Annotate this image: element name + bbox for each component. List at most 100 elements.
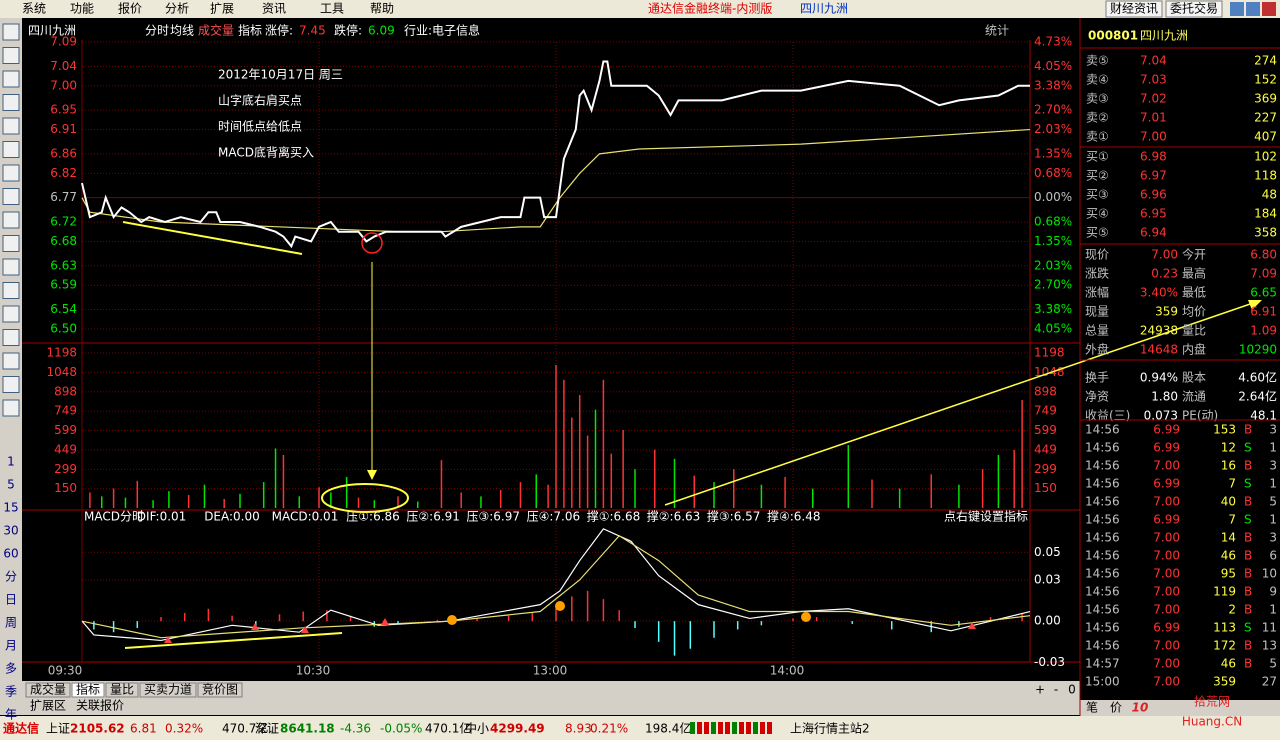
book-label: 买④ xyxy=(1086,207,1109,221)
tick-count: 1 xyxy=(1269,603,1277,617)
tool-icon[interactable] xyxy=(2,376,20,393)
stat-label: 均价 xyxy=(1182,305,1206,319)
index-value: 8641.18 xyxy=(280,722,335,736)
x-tick-label: 14:00 xyxy=(770,664,805,678)
tab[interactable] xyxy=(71,682,105,698)
button-label[interactable]: 委托交易 xyxy=(1170,1,1218,16)
tick-side: B xyxy=(1244,495,1252,509)
button-label[interactable]: 财经资讯 xyxy=(1110,2,1158,16)
tool-icon[interactable] xyxy=(2,23,20,41)
annotation: 山字底右肩买点 xyxy=(218,93,302,108)
tool-icon[interactable] xyxy=(2,47,20,64)
menu-item[interactable]: 资讯 xyxy=(262,2,286,16)
period-button[interactable]: 周 xyxy=(5,616,17,630)
y-tick-label: 1198 xyxy=(1034,346,1065,360)
period-button[interactable]: 分 xyxy=(5,570,17,584)
period-button[interactable]: 15 xyxy=(3,501,18,515)
header-item[interactable]: 均线 xyxy=(170,24,194,38)
period-button[interactable]: 月 xyxy=(5,639,17,653)
window-button[interactable] xyxy=(1230,2,1244,16)
tool-icon[interactable] xyxy=(2,141,20,158)
zoom-button[interactable]: 0 xyxy=(1068,683,1076,697)
right-tab[interactable]: 价 xyxy=(1110,701,1122,715)
period-button[interactable]: 日 xyxy=(5,593,17,607)
x-tick-label: 10:30 xyxy=(296,664,331,678)
period-button[interactable]: 30 xyxy=(3,524,18,538)
tab[interactable] xyxy=(139,682,197,698)
period-button[interactable]: 年 xyxy=(5,708,17,722)
tick-side: B xyxy=(1244,549,1252,563)
tick-count: 13 xyxy=(1262,639,1277,653)
tick-side: S xyxy=(1244,621,1252,635)
header-item[interactable]: 分时 xyxy=(145,24,169,38)
period-button[interactable]: 60 xyxy=(3,547,18,561)
tab[interactable] xyxy=(105,682,139,698)
tool-icon[interactable] xyxy=(2,164,20,182)
tool-icon[interactable] xyxy=(2,211,20,229)
book-price: 6.95 xyxy=(1140,207,1167,221)
tool-icon[interactable] xyxy=(2,258,20,276)
menu-item[interactable]: 分析 xyxy=(165,2,189,16)
period-button[interactable]: 多 xyxy=(5,662,17,676)
book-volume: 369 xyxy=(1254,92,1277,106)
pct-tick-label: 2.03% xyxy=(1034,122,1072,136)
period-button[interactable]: 1 xyxy=(7,455,15,469)
tool-icon[interactable] xyxy=(2,235,20,252)
menu-item[interactable]: 帮助 xyxy=(370,2,394,16)
tab[interactable] xyxy=(25,682,71,698)
tick-volume: 7 xyxy=(1228,477,1236,491)
window-button[interactable] xyxy=(1246,2,1260,16)
stock-code: 000801 xyxy=(1088,29,1138,43)
macd-header: DEA:0.00 xyxy=(204,510,260,524)
menu-item[interactable]: 系统 xyxy=(22,2,46,16)
menu-item[interactable]: 报价 xyxy=(118,1,142,16)
stat-value: 359 xyxy=(1155,305,1178,319)
stat-value: 0.23 xyxy=(1151,267,1178,281)
right-tab[interactable]: 笔 xyxy=(1086,700,1098,715)
tool-icon[interactable] xyxy=(2,352,20,370)
tab-label[interactable]: 指标 xyxy=(76,682,100,697)
tool-icon[interactable] xyxy=(2,70,20,88)
macd-header: 压①:6.86 xyxy=(346,510,400,524)
arrow-head xyxy=(1248,300,1262,310)
dea-line xyxy=(81,534,1031,639)
tab-label[interactable]: 扩展区 xyxy=(30,699,66,713)
zoom-button[interactable]: + xyxy=(1035,683,1045,697)
y-tick-label: 6.54 xyxy=(50,302,77,316)
tab-label[interactable]: 买卖力道 xyxy=(144,683,192,697)
tick-volume: 172 xyxy=(1213,639,1236,653)
tab-label[interactable]: 竞价图 xyxy=(202,683,238,697)
zoom-button[interactable]: - xyxy=(1054,683,1058,697)
header-item[interactable]: 成交量 xyxy=(198,23,234,38)
tool-icon[interactable] xyxy=(2,117,20,135)
header-item[interactable]: 指标 xyxy=(238,23,262,38)
button[interactable] xyxy=(1105,0,1163,18)
menu-item[interactable]: 扩展 xyxy=(210,2,234,16)
tool-icon[interactable] xyxy=(2,282,20,299)
book-label: 买⑤ xyxy=(1086,226,1109,240)
button[interactable] xyxy=(1165,0,1223,18)
window-button[interactable] xyxy=(1262,2,1276,16)
tab[interactable] xyxy=(197,682,243,698)
watermark: 10 xyxy=(1132,701,1149,715)
pct-tick-label: 2.03% xyxy=(1034,258,1072,272)
tab-label[interactable]: 关联报价 xyxy=(76,698,124,713)
tab-label[interactable]: 量比 xyxy=(110,683,134,697)
arrow-head xyxy=(367,470,377,480)
period-button[interactable]: 5 xyxy=(7,478,15,492)
period-button[interactable]: 季 xyxy=(5,685,17,699)
tool-icon[interactable] xyxy=(2,94,20,111)
menu-item[interactable]: 工具 xyxy=(320,2,344,16)
stat-button[interactable]: 统计 xyxy=(985,24,1009,38)
tool-icon[interactable] xyxy=(2,188,20,205)
tool-icon[interactable] xyxy=(2,399,20,417)
tick-time: 14:56 xyxy=(1085,513,1120,527)
index-change: 8.93 xyxy=(565,722,592,736)
tab-label[interactable]: 成交量 xyxy=(30,682,66,697)
tick-time: 14:56 xyxy=(1085,567,1120,581)
y-tick-label: 449 xyxy=(1034,442,1057,456)
tool-icon[interactable] xyxy=(2,305,20,323)
tool-icon[interactable] xyxy=(2,329,20,346)
menu-item[interactable]: 功能 xyxy=(70,2,94,16)
y-tick-label: 6.68 xyxy=(50,234,77,248)
